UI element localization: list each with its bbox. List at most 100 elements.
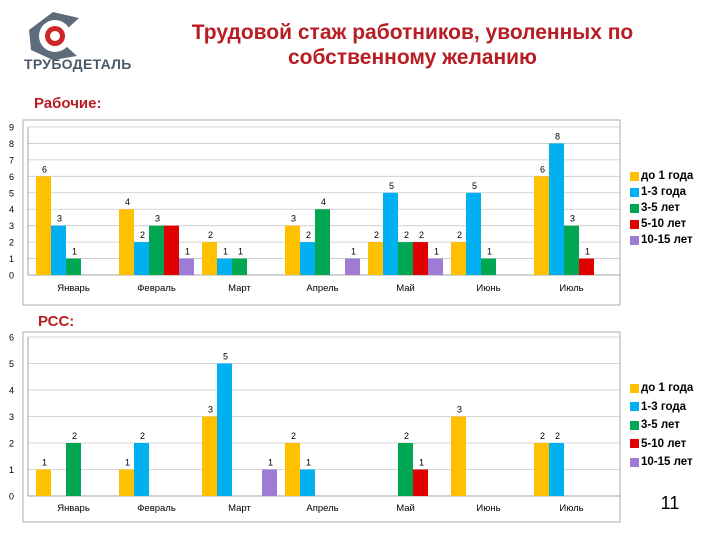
- legend-label: до 1 года: [641, 170, 694, 182]
- chart-frame: [22, 119, 621, 306]
- data-label: 1: [434, 247, 439, 257]
- bar-Февраль-4: [164, 225, 179, 275]
- bar-Март-2: [217, 258, 232, 275]
- data-label: 1: [72, 247, 77, 257]
- data-label: 2: [374, 230, 379, 240]
- y-tick-label: 4: [9, 205, 14, 215]
- y-tick-label: 7: [9, 155, 14, 165]
- data-label: 4: [321, 197, 326, 207]
- chart-frame: [22, 331, 621, 523]
- legend-label: 1-3 года: [641, 400, 687, 413]
- x-tick-label: Март: [228, 503, 251, 514]
- legend-item: 5-10 лет: [630, 435, 693, 454]
- bar-Июль-2: [549, 143, 564, 275]
- y-tick-label: 9: [9, 123, 14, 133]
- data-label: 6: [42, 164, 47, 174]
- x-tick-label: Июнь: [476, 283, 500, 294]
- legend-label: 5-10 лет: [641, 218, 687, 230]
- data-label: 1: [125, 458, 130, 468]
- bar-Март-3: [232, 258, 247, 275]
- bar-Июнь-2: [466, 192, 481, 275]
- y-tick-label: 0: [9, 492, 14, 502]
- legend-label: 10-15 лет: [641, 456, 693, 469]
- data-label: 2: [140, 431, 145, 441]
- data-label: 6: [540, 164, 545, 174]
- bar-Апрель-2: [300, 469, 315, 496]
- x-tick-label: Январь: [57, 283, 90, 294]
- x-tick-label: Июль: [559, 283, 583, 294]
- bar-Апрель-5: [345, 258, 360, 275]
- bar-Февраль-1: [119, 469, 134, 496]
- data-label: 3: [57, 214, 62, 224]
- y-tick-label: 1: [9, 465, 14, 475]
- logo-wordmark: ТРУБОДЕТАЛЬ: [24, 56, 132, 72]
- y-tick-label: 3: [9, 221, 14, 231]
- data-label: 1: [185, 247, 190, 257]
- section-label-workers: Рабочие:: [32, 95, 104, 112]
- bar-Март-1: [202, 242, 217, 275]
- section-label-rss: РСС:: [36, 313, 77, 330]
- data-label: 3: [208, 405, 213, 415]
- data-label: 1: [585, 247, 590, 257]
- bar-Апрель-3: [315, 209, 330, 275]
- trubodetal-logo: [29, 12, 79, 60]
- data-label: 2: [208, 230, 213, 240]
- legend-swatch: [630, 383, 639, 393]
- bar-Январь-2: [51, 225, 66, 275]
- data-label: 5: [223, 352, 228, 362]
- legend-swatch: [630, 439, 639, 449]
- data-label: 1: [306, 458, 311, 468]
- data-label: 2: [72, 431, 77, 441]
- data-label: 2: [540, 431, 545, 441]
- legend-item: до 1 года: [630, 168, 693, 184]
- x-tick-label: Февраль: [137, 283, 176, 294]
- legend-swatch: [630, 402, 639, 412]
- legend-label: 5-10 лет: [641, 437, 687, 450]
- y-tick-label: 5: [9, 359, 14, 369]
- x-tick-label: Февраль: [137, 503, 176, 514]
- y-tick-label: 0: [9, 271, 14, 281]
- x-tick-label: Апрель: [306, 503, 338, 514]
- bar-Июль-3: [564, 225, 579, 275]
- legend-item: 5-10 лет: [630, 216, 693, 232]
- legend-swatch: [630, 203, 639, 213]
- legend-item: 3-5 лет: [630, 416, 693, 435]
- x-tick-label: Март: [228, 283, 251, 294]
- data-label: 1: [268, 458, 273, 468]
- data-label: 2: [306, 230, 311, 240]
- bar-Март-1: [202, 416, 217, 496]
- legend-swatch: [630, 235, 639, 245]
- x-tick-label: Май: [396, 283, 415, 294]
- x-tick-label: Июль: [559, 503, 583, 514]
- legend-swatch: [630, 420, 639, 430]
- y-tick-label: 4: [9, 386, 14, 396]
- legend-workers: до 1 года 1-3 года 3-5 лет 5-10 лет 10-15 ле…: [630, 168, 693, 248]
- bar-Июль-4: [579, 258, 594, 275]
- legend-item: 1-3 года: [630, 398, 693, 417]
- legend-label: до 1 года: [641, 382, 694, 395]
- legend-item: 10-15 лет: [630, 232, 693, 248]
- data-label: 3: [457, 405, 462, 415]
- bar-Февраль-3: [149, 225, 164, 275]
- legend-label: 3-5 лет: [641, 202, 680, 214]
- y-tick-label: 5: [9, 188, 14, 198]
- bar-Январь-1: [36, 469, 51, 496]
- bar-Февраль-2: [134, 242, 149, 275]
- data-label: 2: [404, 431, 409, 441]
- bar-Апрель-2: [300, 242, 315, 275]
- data-label: 5: [389, 181, 394, 191]
- legend-swatch: [630, 171, 639, 181]
- bar-Май-1: [368, 242, 383, 275]
- data-label: 1: [419, 458, 424, 468]
- data-label: 1: [223, 247, 228, 257]
- data-label: 2: [419, 230, 424, 240]
- bar-Май-4: [413, 242, 428, 275]
- bar-Февраль-5: [179, 258, 194, 275]
- data-label: 2: [457, 230, 462, 240]
- bar-Март-5: [262, 469, 277, 496]
- data-label: 2: [140, 230, 145, 240]
- bar-Июль-1: [534, 176, 549, 275]
- data-label: 1: [351, 247, 356, 257]
